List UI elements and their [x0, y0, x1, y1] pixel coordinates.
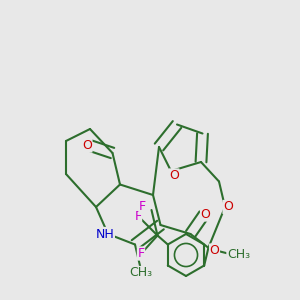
Text: NH: NH [96, 227, 114, 241]
Text: O: O [210, 244, 219, 257]
Text: O: O [201, 208, 210, 221]
Text: CH₃: CH₃ [227, 248, 250, 262]
Text: F: F [137, 247, 145, 260]
Text: CH₃: CH₃ [129, 266, 153, 280]
Text: O: O [223, 200, 233, 214]
Text: F: F [134, 209, 142, 223]
Text: F: F [139, 200, 146, 214]
Text: O: O [82, 139, 92, 152]
Text: O: O [169, 169, 179, 182]
